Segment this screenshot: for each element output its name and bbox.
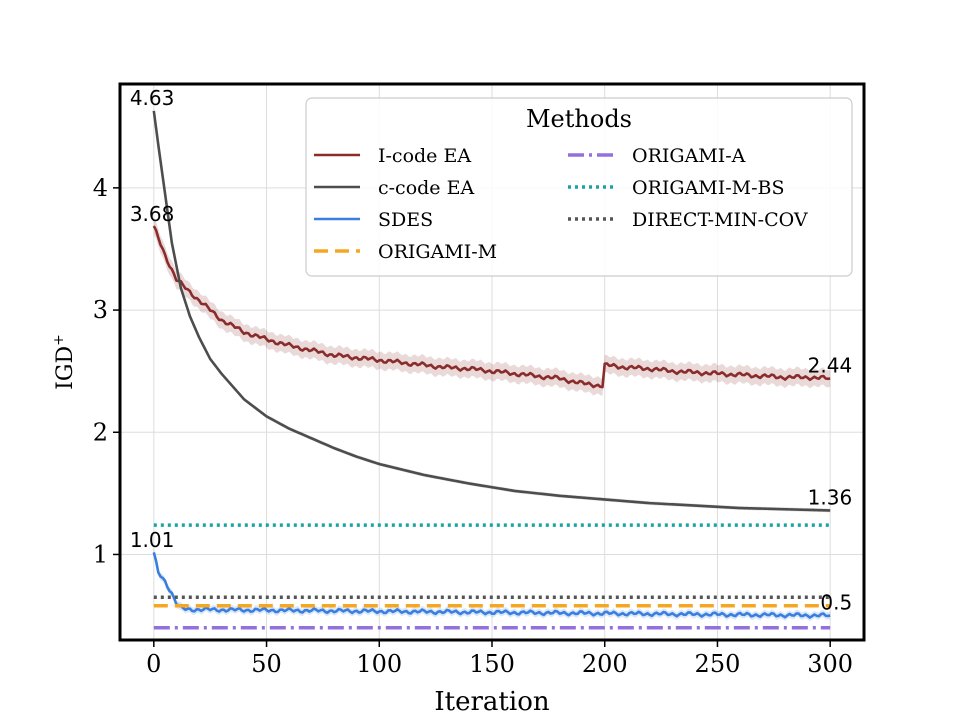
series-line-c-code-ea	[152, 110, 831, 512]
annotation-label: 4.63	[130, 86, 175, 110]
x-axis-label: Iteration	[434, 687, 549, 717]
legend-items: I-code EA c-code EA SDES ORIGAMI-M ORIGAMI-A…	[314, 145, 808, 263]
x-tick-label: 250	[695, 650, 741, 678]
legend-title: Methods	[526, 105, 632, 133]
legend-label: ORIGAMI-M	[378, 241, 497, 263]
legend-label: I-code EA	[378, 145, 471, 167]
x-tick-label: 100	[356, 650, 402, 678]
series-line-sdes	[152, 552, 831, 619]
legend-label: c-code EA	[378, 177, 474, 199]
x-tick-label: 50	[251, 650, 282, 678]
series-lines	[152, 110, 831, 630]
legend-label: ORIGAMI-M-BS	[632, 177, 785, 199]
y-tick-label: 3	[93, 296, 108, 324]
legend-label: ORIGAMI-A	[632, 145, 746, 167]
x-tick-label: 200	[582, 650, 628, 678]
series-line-i-code-ea	[152, 225, 831, 389]
annotation-label: 1.36	[808, 485, 853, 509]
y-tick-label: 2	[93, 418, 108, 446]
annotation-label: 3.68	[130, 202, 175, 226]
y-axis-label: IGD+	[51, 334, 78, 390]
annotation-label: 2.44	[808, 353, 853, 377]
x-tick-label: 0	[146, 650, 161, 678]
legend-box	[305, 97, 853, 277]
legend: Methods I-code EA c-code EA SDES ORIGAMI-M O…	[305, 97, 853, 277]
y-tick-label: 4	[93, 174, 108, 202]
legend-label: DIRECT-MIN-COV	[632, 209, 808, 231]
y-tick-label: 1	[93, 540, 108, 568]
x-tick-label: 300	[807, 650, 853, 678]
axis-ticks: 0 50 100 150 200 250 300 1 2 3 4	[93, 174, 853, 678]
annotation-label: 0.5	[820, 591, 852, 615]
legend-label: SDES	[378, 209, 433, 231]
annotation-label: 1.01	[130, 528, 175, 552]
x-tick-label: 150	[469, 650, 515, 678]
value-annotations: 4.63 3.68 1.01 2.44 1.36 0.5	[130, 86, 852, 615]
